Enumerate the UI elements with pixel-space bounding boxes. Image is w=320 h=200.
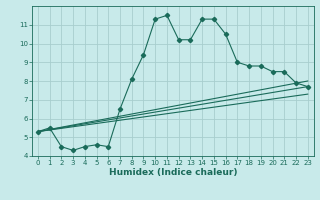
X-axis label: Humidex (Indice chaleur): Humidex (Indice chaleur) (108, 168, 237, 177)
